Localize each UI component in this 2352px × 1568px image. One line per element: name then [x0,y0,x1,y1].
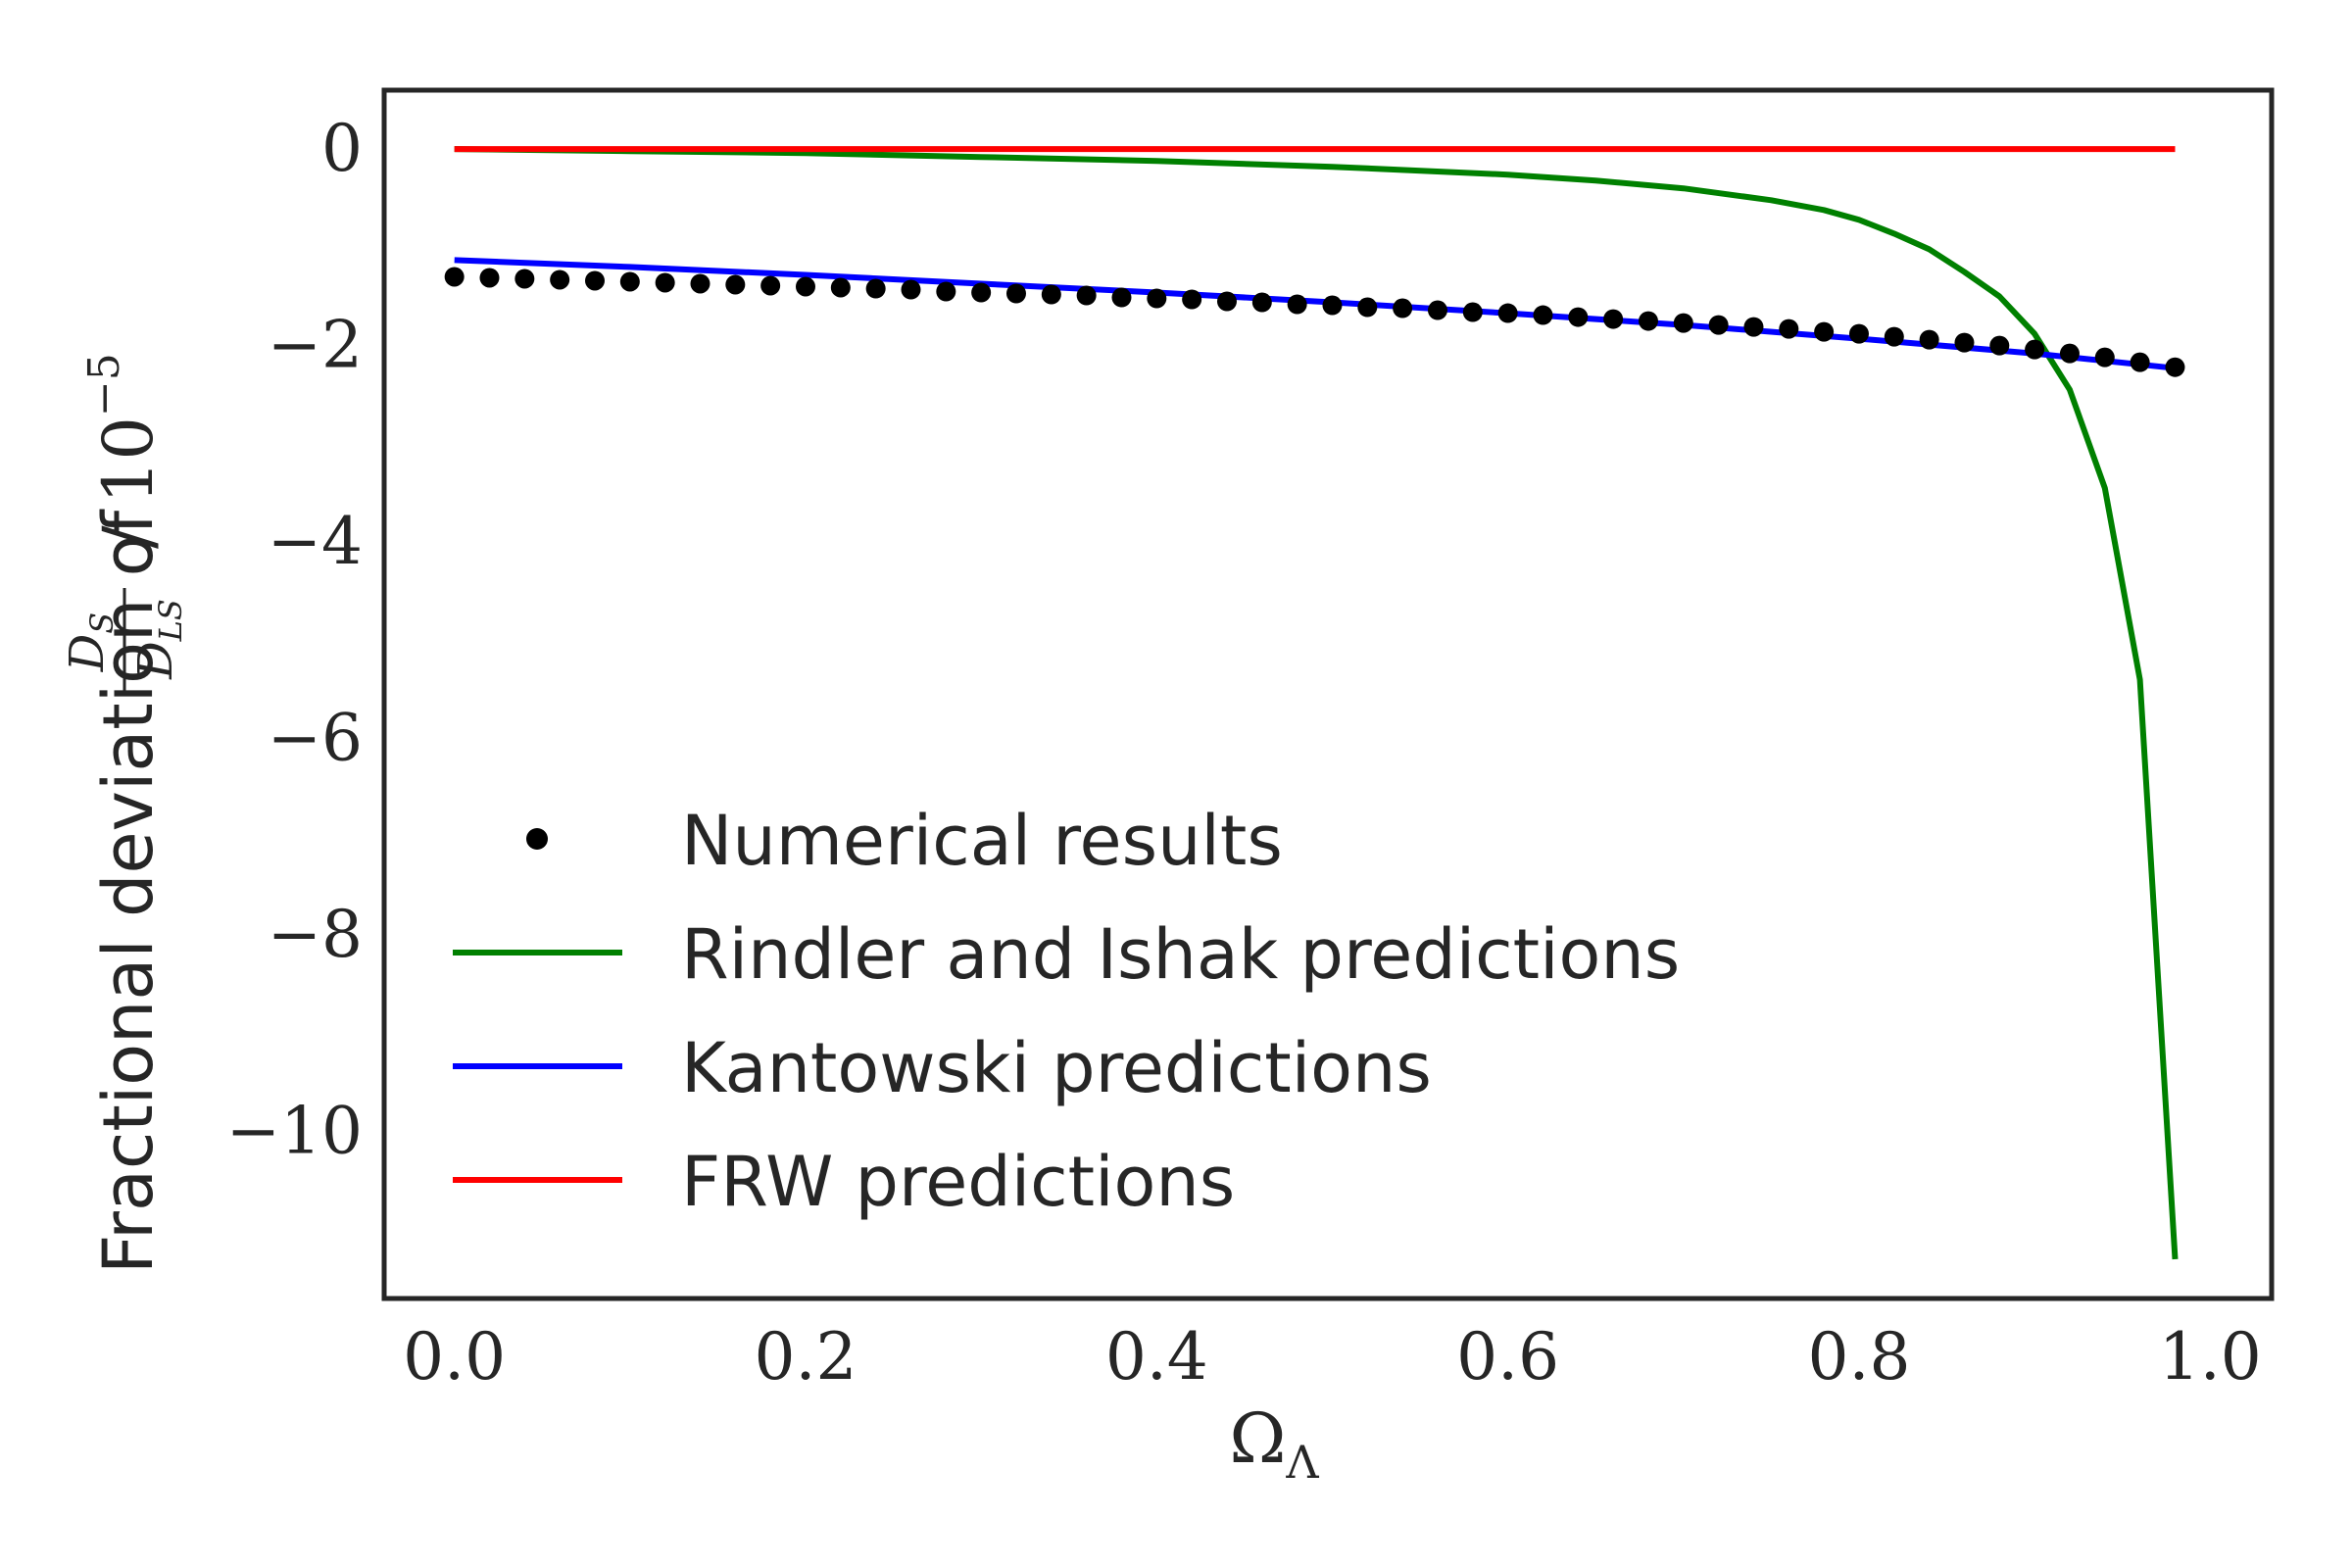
legend: Numerical results Rindler and Ishak pred… [453,801,1680,1222]
y-axis-frac-denominator: DLS [128,599,189,680]
data-point [584,270,605,291]
data-point [2165,357,2185,377]
data-point [1287,294,1307,315]
y-axis-ticks: 0 −2 −4 −6 −8 −10 [226,111,363,1168]
x-axis-ticks: 0.0 0.2 0.4 0.6 0.8 1.0 [403,1319,2262,1395]
legend-label-rindler: Rindler and Ishak predictions [681,914,1680,995]
data-point [1603,309,1624,329]
data-point [1848,323,1869,344]
y-axis-suffix-main: / 10 [88,416,169,549]
data-point [1041,284,1061,305]
x-axis-label-main: Ω [1229,1398,1286,1479]
x-axis-label: ΩΛ [1229,1398,1319,1489]
data-point [795,276,815,297]
data-point [1814,321,1835,342]
data-point [550,270,570,290]
data-point [1182,289,1202,310]
y-tick-label: −8 [268,897,363,972]
data-point [865,278,886,299]
data-point [2094,347,2115,368]
data-point [479,268,500,288]
data-point [1708,315,1729,335]
data-point [1954,332,1975,353]
x-axis-label-sub: Λ [1285,1436,1319,1489]
data-point [444,267,465,287]
data-point [1568,307,1589,327]
data-point [690,273,710,294]
legend-swatch-numerical [526,828,548,850]
data-point [1076,285,1097,306]
legend-label-numerical: Numerical results [681,801,1283,881]
plot-area [444,146,2185,1260]
y-axis-frac-num-main: D [60,634,115,672]
data-point [1638,311,1658,331]
x-tick-label: 0.8 [1807,1319,1910,1395]
y-tick-label: −2 [268,308,363,383]
legend-entry-numerical: Numerical results [526,801,1283,881]
y-axis-frac-num-sub: S [83,612,121,634]
data-point [1989,335,2010,356]
data-point [901,279,921,300]
y-axis-suffix-exp: −5 [79,353,129,416]
y-tick-label: −4 [268,504,363,579]
data-point [1462,302,1483,322]
legend-entry-frw: FRW predictions [453,1142,1235,1222]
y-tick-label: −10 [226,1094,363,1169]
data-point [1251,292,1272,313]
data-point [830,277,851,298]
y-axis-label-prefix: Fractional deviation of [88,510,169,1274]
data-point [1111,287,1132,308]
y-tick-label: 0 [321,111,363,186]
data-point [619,271,640,292]
data-point [1147,288,1167,309]
data-point [514,269,535,289]
legend-entry-kantowski: Kantowski predictions [453,1028,1432,1108]
data-point [2059,343,2080,364]
data-point [1216,291,1237,312]
data-point [1779,318,1799,339]
data-point [760,275,781,296]
data-point [1533,305,1553,325]
x-tick-label: 0.2 [755,1319,858,1395]
data-point [1497,303,1518,323]
series-kantowski-line [454,257,2176,371]
data-point [1743,317,1764,337]
data-point [655,272,675,293]
legend-label-frw: FRW predictions [681,1142,1235,1222]
data-point [1005,283,1026,304]
data-point [1673,313,1693,333]
data-point [1884,326,1904,347]
legend-label-kantowski: Kantowski predictions [681,1028,1432,1108]
series-numerical-results [444,267,2185,377]
series-rindler-ishak-line [454,146,2179,1260]
x-tick-label: 0.4 [1105,1319,1208,1395]
legend-entry-rindler: Rindler and Ishak predictions [453,914,1680,995]
data-point [1919,329,1939,350]
x-tick-label: 0.6 [1456,1319,1559,1395]
x-tick-label: 1.0 [2159,1319,2262,1395]
data-point [1393,298,1413,318]
y-axis-frac-den-sub: LS [152,599,189,642]
data-point [1357,297,1378,318]
data-point [971,282,992,303]
data-point [725,274,746,295]
x-tick-label: 0.0 [403,1319,506,1395]
y-tick-label: −6 [268,701,363,776]
axes-frame [381,87,2275,1301]
data-point [2130,352,2150,372]
y-axis-label: Fractional deviation of DS DLS / 10−5 [60,353,189,1274]
data-point [2025,339,2045,360]
data-point [936,281,956,302]
y-axis-label-suffix: / 10−5 [79,353,169,549]
y-axis-frac-den-main: D [128,641,183,679]
y-axis-frac-numerator: DS [60,612,121,672]
data-point [1322,295,1343,316]
data-point [1427,300,1447,320]
